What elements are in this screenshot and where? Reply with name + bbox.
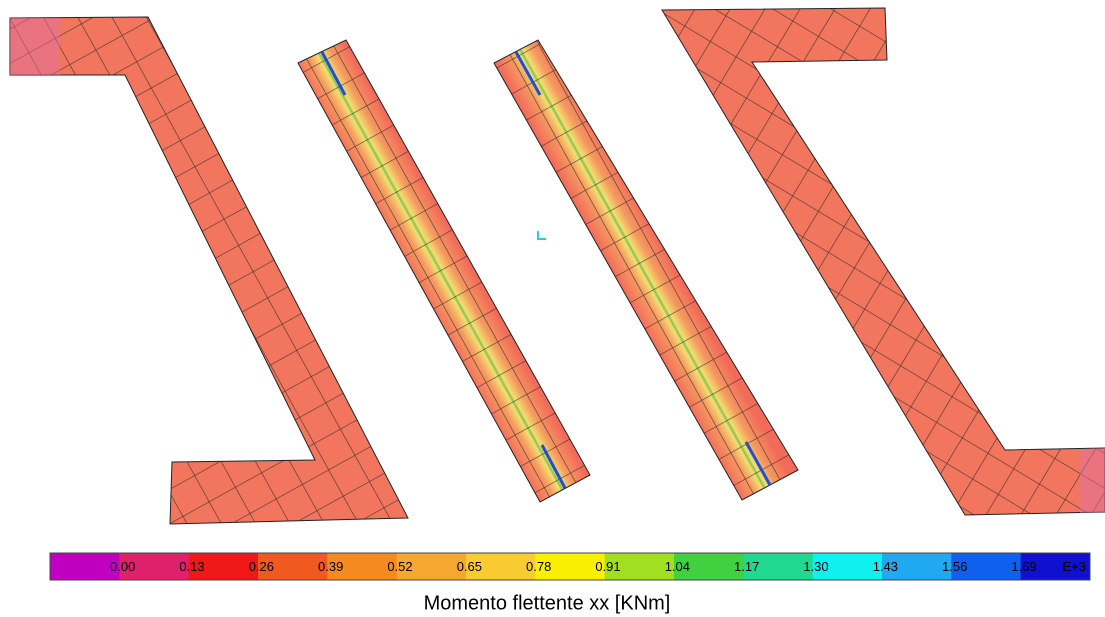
legend-label: 0.00 [110, 559, 135, 574]
legend-label: 1.69 [1011, 559, 1036, 574]
fem-view: 0.00 0.13 0.26 0.39 0.52 0.65 0.78 0.91 1.04 1.17… [0, 0, 1105, 617]
legend-title: Momento flettente xx [KNm] [424, 592, 671, 614]
legend-label: 1.30 [803, 559, 828, 574]
legend: 0.00 0.13 0.26 0.39 0.52 0.65 0.78 0.91 1.04 1.17… [50, 553, 1091, 580]
legend-label: 1.04 [665, 559, 690, 574]
legend-label: 0.65 [457, 559, 482, 574]
legend-label: 1.17 [734, 559, 759, 574]
axis-icon [538, 231, 546, 239]
legend-label: 1.43 [873, 559, 898, 574]
legend-label: 0.52 [387, 559, 412, 574]
legend-label: 0.13 [179, 559, 204, 574]
legend-label: 0.78 [526, 559, 551, 574]
legend-label: 1.56 [942, 559, 967, 574]
legend-exponent: E+3 [1063, 559, 1087, 574]
legend-label: 0.39 [318, 559, 343, 574]
legend-label: 0.26 [249, 559, 274, 574]
legend-label: 0.91 [595, 559, 620, 574]
